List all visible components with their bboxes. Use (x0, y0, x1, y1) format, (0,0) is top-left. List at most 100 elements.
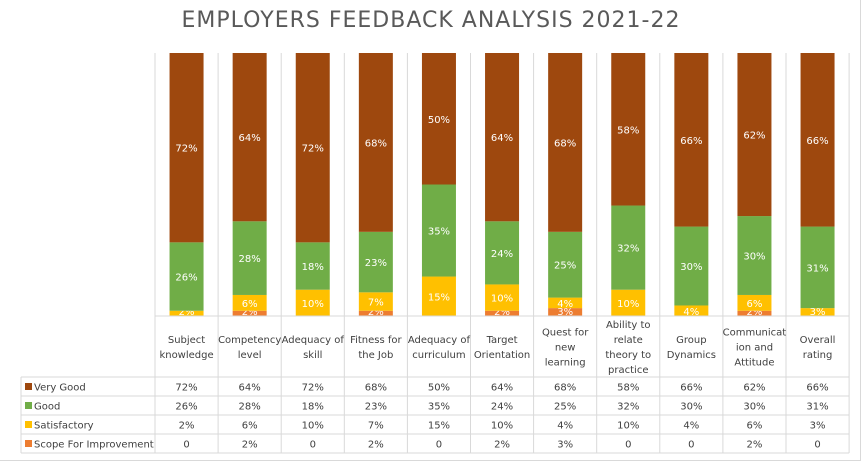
category-label: ion and (736, 343, 773, 354)
data-label: 72% (302, 144, 324, 155)
category-label: Quest for (542, 328, 589, 339)
table-cell: 0 (625, 440, 631, 451)
data-label: 10% (302, 299, 324, 310)
table-cell: 66% (680, 383, 702, 394)
data-label: 2% (494, 307, 510, 318)
data-label: 18% (302, 262, 324, 273)
bar-segment-good (169, 242, 204, 311)
bar-segment-satisfactory (611, 289, 646, 316)
table-cell: 32% (617, 402, 639, 413)
table-cell: 10% (617, 421, 639, 432)
category-label: Group (676, 335, 706, 346)
data-label: 3% (557, 307, 573, 318)
bar-segment-very-good (421, 53, 456, 185)
table-cell: 72% (302, 383, 324, 394)
bar-segment-very-good (674, 53, 709, 227)
bar-segment-good (737, 216, 772, 295)
table-cell: 66% (806, 383, 828, 394)
category-label: Adequacy of (282, 335, 345, 346)
data-label: 68% (365, 138, 387, 149)
category-label: Ability to (606, 320, 651, 331)
bar-segment-satisfactory (548, 297, 583, 309)
table-cell: 6% (242, 421, 258, 432)
category-label: practice (608, 365, 648, 376)
chart-title: EMPLOYERS FEEDBACK ANALYSIS 2021-22 (181, 8, 681, 33)
bar-segment-very-good (548, 53, 583, 232)
category-label: Dynamics (667, 350, 716, 361)
data-label: 35% (428, 227, 450, 238)
category-label: rating (803, 350, 833, 361)
data-label: 64% (239, 133, 261, 144)
data-label: 31% (806, 263, 828, 274)
bar-segment-good (800, 226, 835, 309)
legend-key-good (25, 402, 32, 409)
data-label: 24% (491, 249, 513, 260)
table-cell: 0 (310, 440, 316, 451)
category-label: level (238, 350, 262, 361)
data-label: 7% (368, 298, 384, 309)
table-cell: 0 (814, 440, 820, 451)
bar-segment-satisfactory (421, 276, 456, 316)
legend-key-scope-for-improvement (25, 440, 32, 447)
bar-segment-very-good (169, 53, 204, 243)
bar-segment-good (548, 231, 583, 298)
table-cell: 0 (688, 440, 694, 451)
bar-segment-scope-for-improvement (358, 310, 393, 316)
table-cell: 68% (365, 383, 387, 394)
category-label: learning (545, 358, 586, 369)
legend-key-satisfactory (25, 421, 32, 428)
data-label: 25% (554, 261, 576, 272)
category-label: Fitness for (350, 335, 402, 346)
data-label: 2% (747, 307, 763, 318)
bar-segment-scope-for-improvement (485, 310, 520, 316)
table-cell: 15% (428, 421, 450, 432)
table-cell: 25% (554, 402, 576, 413)
data-label: 30% (680, 262, 702, 273)
data-label: 58% (617, 125, 639, 136)
table-cell: 10% (491, 421, 513, 432)
category-label: the Job (358, 350, 393, 361)
data-label: 10% (617, 299, 639, 310)
bar-segment-good (421, 184, 456, 277)
data-label: 68% (554, 138, 576, 149)
data-label: 6% (242, 299, 258, 310)
table-cell: 10% (302, 421, 324, 432)
bar-segment-satisfactory (674, 305, 709, 316)
category-label: Orientation (474, 350, 530, 361)
bar-segment-good (358, 231, 393, 293)
category-label: skill (303, 350, 322, 361)
category-label: relate (614, 335, 643, 346)
data-label: 4% (557, 299, 573, 310)
data-label: 23% (365, 258, 387, 269)
legend-label: Good (34, 402, 60, 413)
category-label: Overall (800, 335, 836, 346)
category-label: Attitude (734, 358, 774, 369)
table-cell: 62% (743, 383, 765, 394)
bar-segment-good (232, 221, 267, 295)
bar-segment-very-good (485, 53, 520, 222)
category-label: knowledge (159, 350, 213, 361)
data-label: 6% (747, 299, 763, 310)
bar-segment-good (611, 205, 646, 290)
table-cell: 26% (175, 402, 197, 413)
data-label: 10% (491, 294, 513, 305)
bar-segment-scope-for-improvement (548, 308, 583, 316)
table-cell: 2% (242, 440, 258, 451)
table-cell: 28% (239, 402, 261, 413)
table-cell: 30% (743, 402, 765, 413)
table-cell: 30% (680, 402, 702, 413)
table-cell: 35% (428, 402, 450, 413)
table-cell: 7% (368, 421, 384, 432)
data-label: 2% (179, 307, 195, 318)
legend-label: Very Good (34, 383, 86, 394)
bar-segment-very-good (232, 53, 267, 222)
category-label: theory to (605, 350, 651, 361)
category-label: curriculum (412, 350, 465, 361)
data-label: 32% (617, 244, 639, 255)
category-label: Adequacy of (408, 335, 471, 346)
data-label: 62% (743, 131, 765, 142)
data-label: 72% (175, 144, 197, 155)
table-cell: 0 (183, 440, 189, 451)
